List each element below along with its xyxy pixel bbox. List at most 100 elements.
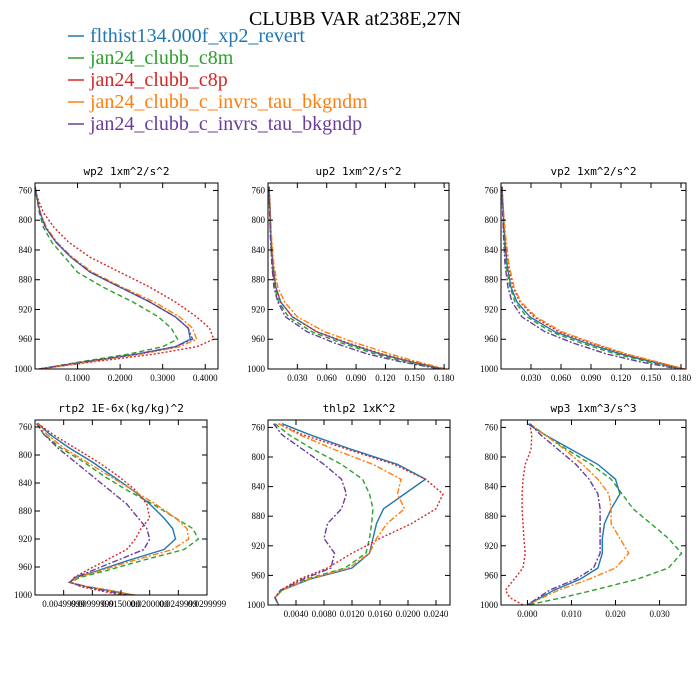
y-tick-label: 800 bbox=[252, 215, 266, 225]
series-line bbox=[527, 423, 630, 605]
y-tick-label: 920 bbox=[485, 541, 499, 551]
series-line bbox=[274, 423, 406, 605]
x-tick-label: 0.120 bbox=[611, 373, 632, 383]
x-tick-label: 0.0299999 bbox=[188, 599, 227, 609]
series-line bbox=[501, 186, 682, 369]
y-tick-label: 840 bbox=[252, 245, 266, 255]
x-tick-label: 0.150 bbox=[641, 373, 662, 383]
series-line bbox=[501, 186, 686, 369]
series-line bbox=[527, 423, 621, 605]
series-line bbox=[35, 186, 215, 369]
x-tick-label: 0.4000 bbox=[193, 373, 218, 383]
y-tick-label: 1000 bbox=[14, 364, 33, 374]
y-tick-label: 880 bbox=[252, 511, 266, 521]
x-tick-label: 0.060 bbox=[317, 373, 338, 383]
y-tick-label: 760 bbox=[485, 422, 499, 432]
legend: flthist134.000f_xp2_revertjan24_clubb_c8… bbox=[68, 25, 368, 135]
x-tick-label: 0.030 bbox=[521, 373, 542, 383]
series-line bbox=[527, 423, 683, 605]
x-tick-label: 0.010 bbox=[561, 609, 582, 619]
y-tick-label: 840 bbox=[485, 245, 499, 255]
y-tick-label: 880 bbox=[252, 275, 266, 285]
x-tick-label: 0.0120 bbox=[340, 609, 365, 619]
y-tick-label: 960 bbox=[252, 570, 266, 580]
x-tick-label: 0.0200 bbox=[396, 609, 421, 619]
x-tick-label: 0.150 bbox=[405, 373, 426, 383]
figure-title: CLUBB VAR at238E,27N bbox=[249, 8, 461, 30]
x-tick-label: 0.060 bbox=[551, 373, 572, 383]
series-line bbox=[35, 186, 194, 369]
x-tick-label: 0.0080 bbox=[312, 609, 337, 619]
y-tick-label: 1000 bbox=[247, 600, 266, 610]
y-tick-label: 800 bbox=[252, 452, 266, 462]
panel: rtp2 1E-6x(kg/kg)^2 760 800 840 880 920 960 100… bbox=[14, 402, 227, 609]
y-tick-label: 840 bbox=[252, 482, 266, 492]
y-tick-label: 920 bbox=[252, 541, 266, 551]
panel-title: thlp2 1xK^2 bbox=[323, 402, 396, 415]
x-tick-label: 0.0200000 bbox=[131, 599, 170, 609]
legend-entry: jan24_clubb_c8p bbox=[89, 69, 228, 91]
y-tick-label: 960 bbox=[485, 334, 499, 344]
series-line bbox=[268, 186, 445, 369]
panel: wp3 1xm^3/s^3 760 800 840 880 920 960 1000 0.000… bbox=[480, 402, 687, 619]
x-tick-label: 0.030 bbox=[287, 373, 308, 383]
y-tick-label: 920 bbox=[252, 304, 266, 314]
series-line bbox=[35, 186, 198, 369]
y-tick-label: 880 bbox=[485, 275, 499, 285]
x-tick-label: 0.030 bbox=[649, 609, 670, 619]
x-tick-label: 0.0240 bbox=[424, 609, 449, 619]
panel-frame bbox=[34, 182, 219, 370]
x-tick-label: 0.000 bbox=[517, 609, 538, 619]
y-tick-label: 760 bbox=[252, 422, 266, 432]
legend-entry: jan24_clubb_c8m bbox=[89, 47, 234, 69]
x-tick-label: 0.180 bbox=[434, 373, 455, 383]
y-tick-label: 960 bbox=[19, 334, 33, 344]
panel-title: up2 1xm^2/s^2 bbox=[315, 165, 401, 178]
panel-title: wp3 1xm^3/s^3 bbox=[550, 402, 636, 415]
y-tick-label: 800 bbox=[19, 215, 33, 225]
x-tick-label: 0.2000 bbox=[108, 373, 133, 383]
series-line bbox=[36, 423, 151, 595]
x-tick-label: 0.090 bbox=[581, 373, 602, 383]
y-tick-label: 800 bbox=[485, 215, 499, 225]
x-tick-label: 0.1000 bbox=[65, 373, 90, 383]
panel-frame bbox=[500, 182, 687, 370]
x-tick-label: 0.180 bbox=[671, 373, 692, 383]
y-tick-label: 840 bbox=[19, 478, 33, 488]
panel: wp2 1xm^2/s^2 760 800 840 880 920 960 1000 0.100… bbox=[14, 165, 219, 383]
y-tick-label: 760 bbox=[19, 422, 33, 432]
y-tick-label: 800 bbox=[19, 450, 33, 460]
y-tick-label: 880 bbox=[485, 511, 499, 521]
panel: vp2 1xm^2/s^2 760 800 840 880 920 960 1000 0.030… bbox=[480, 165, 692, 383]
legend-entry: jan24_clubb_c_invrs_tau_bkgndm bbox=[89, 91, 368, 113]
y-tick-label: 1000 bbox=[14, 590, 33, 600]
y-tick-label: 960 bbox=[485, 570, 499, 580]
y-tick-label: 1000 bbox=[480, 600, 499, 610]
x-tick-label: 0.0040 bbox=[284, 609, 309, 619]
series-line bbox=[273, 423, 348, 605]
x-tick-label: 0.0160 bbox=[368, 609, 393, 619]
series-line bbox=[268, 186, 445, 369]
series-line bbox=[268, 186, 441, 369]
y-tick-label: 760 bbox=[19, 185, 33, 195]
panel: up2 1xm^2/s^2 760 800 840 880 920 960 1000 0.030… bbox=[247, 165, 455, 383]
y-tick-label: 920 bbox=[19, 534, 33, 544]
y-tick-label: 760 bbox=[252, 185, 266, 195]
x-tick-label: 0.00499999 bbox=[42, 599, 85, 609]
x-tick-label: 0.00999999 bbox=[71, 599, 114, 609]
series-line bbox=[501, 186, 680, 369]
legend-entry: jan24_clubb_c_invrs_tau_bkgndp bbox=[89, 113, 362, 135]
x-tick-label: 0.0150000 bbox=[102, 599, 141, 609]
x-tick-label: 0.090 bbox=[346, 373, 367, 383]
panel-title: wp2 1xm^2/s^2 bbox=[83, 165, 169, 178]
y-tick-label: 920 bbox=[19, 304, 33, 314]
x-tick-label: 0.3000 bbox=[150, 373, 175, 383]
y-tick-label: 840 bbox=[485, 482, 499, 492]
x-tick-label: 0.020 bbox=[605, 609, 626, 619]
y-tick-label: 880 bbox=[19, 506, 33, 516]
y-tick-label: 760 bbox=[485, 185, 499, 195]
y-tick-label: 880 bbox=[19, 275, 33, 285]
y-tick-label: 800 bbox=[485, 452, 499, 462]
